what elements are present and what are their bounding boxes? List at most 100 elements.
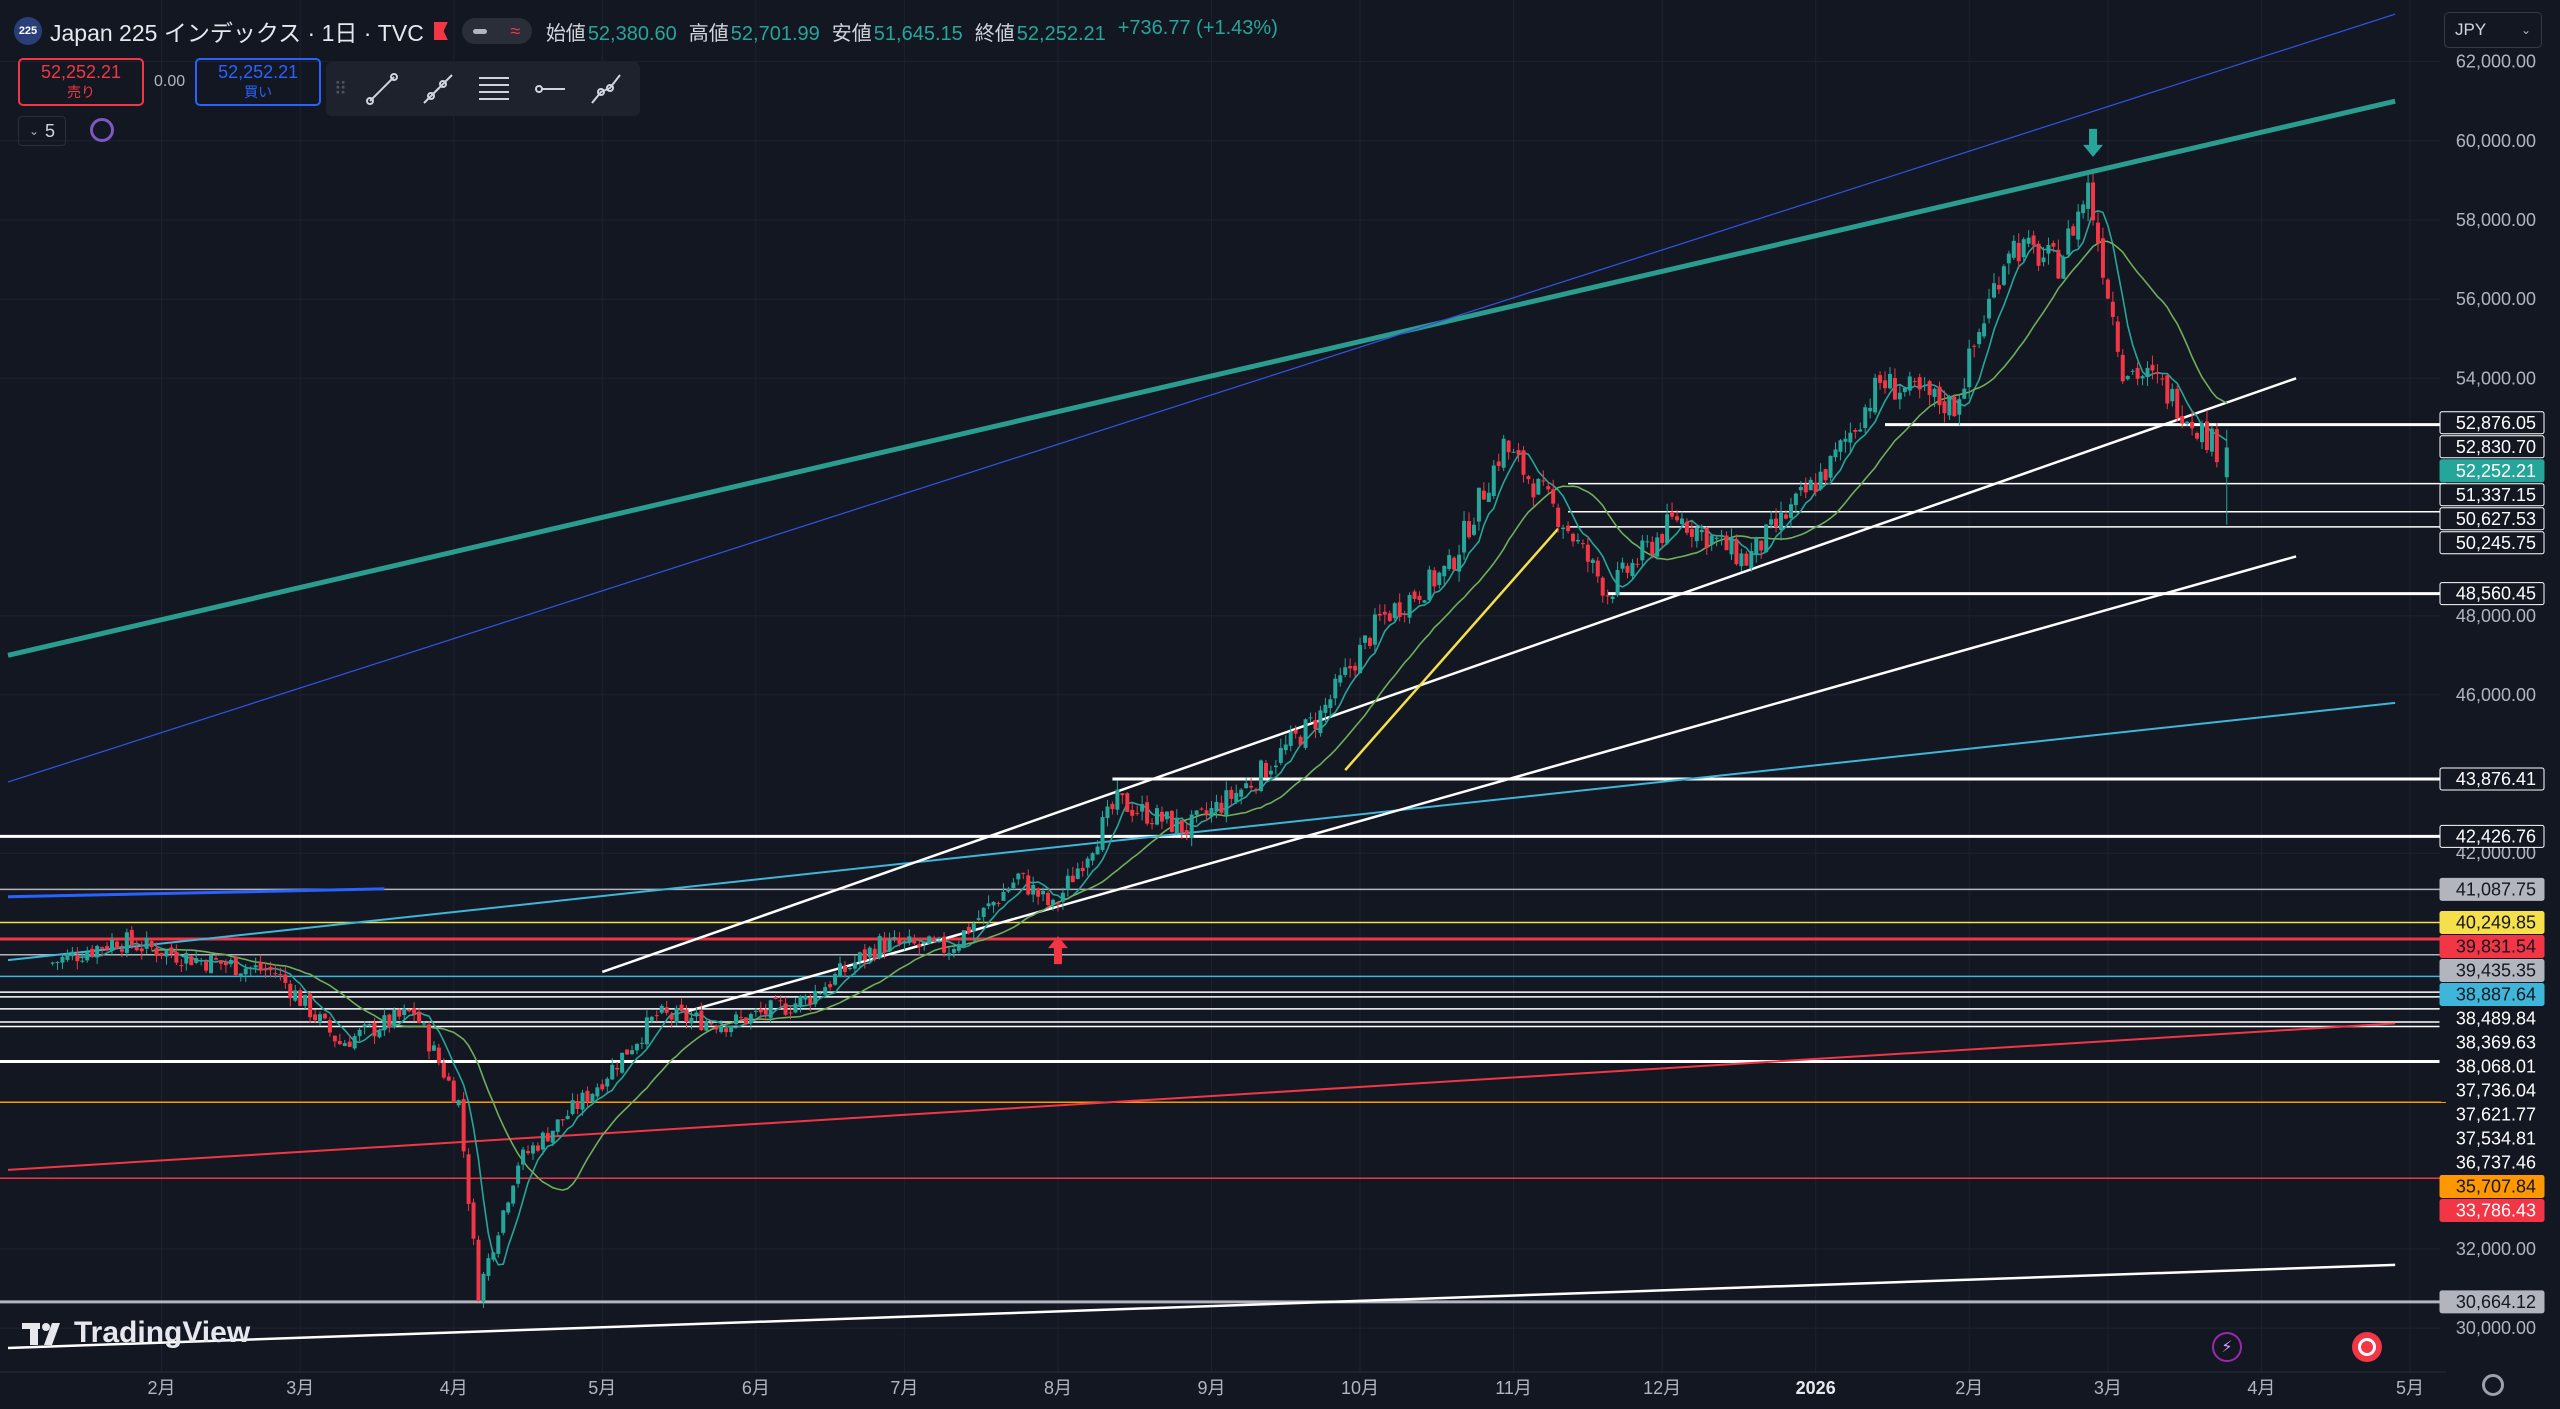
candle-body xyxy=(897,939,902,944)
indicator-toggle[interactable]: ≈ xyxy=(461,18,532,44)
candle-body xyxy=(1536,478,1541,495)
time-axis[interactable]: 2月 3月 4月 5月 6月 7月 8月 9月 10月 11月 12月 2026 2月 3月 4月 5月 xyxy=(0,1371,2446,1409)
candle-body xyxy=(1219,802,1224,813)
candle-body xyxy=(1125,793,1130,812)
candle-body xyxy=(2135,367,2140,379)
candle-body xyxy=(1516,450,1521,455)
candle-body xyxy=(1675,516,1680,521)
time-tick-label: 5月 xyxy=(588,1378,616,1398)
price-label: 48,560.45 xyxy=(2456,584,2536,604)
candle-body xyxy=(313,1014,318,1021)
candle-body xyxy=(263,969,268,971)
price-axis[interactable]: 30,000.00 32,000.00 42,000.00 46,000.00 48,0… xyxy=(2439,0,2560,1409)
price-label: 52,252.21 xyxy=(2456,461,2536,481)
candle-body xyxy=(2204,421,2209,450)
candle-body xyxy=(615,1067,620,1070)
price-label-background xyxy=(2439,1006,2545,1030)
ray-tool[interactable] xyxy=(410,62,466,116)
candle-body xyxy=(644,1017,649,1045)
price-label-background xyxy=(2439,1150,2545,1174)
drag-handle-icon[interactable]: ⠿ xyxy=(334,78,347,99)
candle-body xyxy=(55,961,60,963)
candle-body xyxy=(1209,808,1214,817)
candle-body xyxy=(253,965,258,968)
candle-body xyxy=(233,957,238,976)
candle-body xyxy=(620,1052,625,1073)
price-label-background xyxy=(2439,507,2545,531)
candle-body xyxy=(540,1132,545,1150)
candle-body xyxy=(1897,392,1902,400)
trend-line-tool[interactable] xyxy=(354,62,410,116)
candle-body xyxy=(991,901,996,906)
arrow-down-icon xyxy=(2083,128,2104,157)
price-label-background xyxy=(2439,1078,2545,1102)
candle-body xyxy=(942,936,947,953)
candle-body xyxy=(570,1100,575,1114)
sync-icon[interactable] xyxy=(90,118,114,142)
candle-body xyxy=(1887,373,1892,389)
candle-body xyxy=(1798,486,1803,491)
price-label: 36,737.46 xyxy=(2456,1152,2536,1172)
gear-icon[interactable] xyxy=(2482,1374,2504,1396)
price-label-background xyxy=(2439,767,2545,791)
fib-tool[interactable] xyxy=(466,62,522,116)
candle-body xyxy=(1031,885,1036,895)
horizontal-levels[interactable] xyxy=(0,423,2446,1304)
trendline xyxy=(7,1022,2396,1171)
sell-button[interactable]: 52,252.21 売り xyxy=(18,58,144,106)
tradingview-logo[interactable]: TradingView xyxy=(22,1316,250,1350)
trendline xyxy=(7,887,385,899)
price-label-background xyxy=(2439,824,2545,848)
candle-body xyxy=(1278,747,1283,763)
path-icon xyxy=(591,74,621,104)
candle-body xyxy=(1739,553,1744,567)
buy-button[interactable]: 52,252.21 買い xyxy=(195,58,322,106)
candle-body xyxy=(1759,540,1764,551)
candle-body xyxy=(917,944,922,947)
candle-body xyxy=(1630,562,1635,577)
candle-body xyxy=(828,984,833,988)
time-tick-label: 7月 xyxy=(890,1378,918,1398)
candle-body xyxy=(80,960,85,962)
candle-body xyxy=(124,932,129,953)
candle-body xyxy=(1650,541,1655,555)
horizontal-ray-tool[interactable] xyxy=(522,62,578,116)
symbol-title[interactable]: Japan 225 インデックス · 1日 · TVC xyxy=(50,20,424,46)
trendlines[interactable] xyxy=(7,13,2396,1350)
candle-body xyxy=(2195,432,2200,439)
buy-price: 52,252.21 xyxy=(218,62,299,82)
candle-body xyxy=(1645,541,1650,543)
path-tool[interactable] xyxy=(578,62,634,116)
candle-body xyxy=(1422,600,1427,603)
price-label: 38,489.84 xyxy=(2456,1008,2536,1028)
candle-body xyxy=(600,1084,605,1090)
candle-body xyxy=(1437,572,1442,585)
flag-icon[interactable] xyxy=(433,22,448,40)
candle-body xyxy=(1021,872,1026,874)
candle-body xyxy=(625,1049,630,1055)
candle-body xyxy=(1154,808,1159,825)
candle-body xyxy=(2046,244,2051,254)
price-tick-label: 32,000.00 xyxy=(2456,1239,2536,1259)
candle-body xyxy=(778,1000,783,1002)
candle-body xyxy=(1363,635,1368,643)
candle-body xyxy=(852,962,857,969)
candle-body xyxy=(149,941,154,948)
candle-body xyxy=(1229,789,1234,799)
candle-body xyxy=(986,903,991,907)
wave-icon: ≈ xyxy=(510,20,521,41)
trendline xyxy=(7,13,2396,783)
candle-body xyxy=(2170,388,2175,402)
candle-body xyxy=(1779,511,1784,530)
candle-body xyxy=(927,936,932,944)
lightning-icon[interactable]: ⚡ xyxy=(2212,1332,2242,1362)
price-label-background xyxy=(2439,531,2545,555)
price-tick-label: 42,000.00 xyxy=(2456,843,2536,863)
candle-body xyxy=(857,952,862,962)
interval-selector[interactable]: ⌄ 5 xyxy=(18,116,66,146)
candle-body xyxy=(2095,222,2100,243)
record-icon[interactable] xyxy=(2352,1332,2382,1362)
candle-body xyxy=(1734,539,1739,565)
currency-selector[interactable]: JPY ⌄ xyxy=(2444,12,2542,48)
